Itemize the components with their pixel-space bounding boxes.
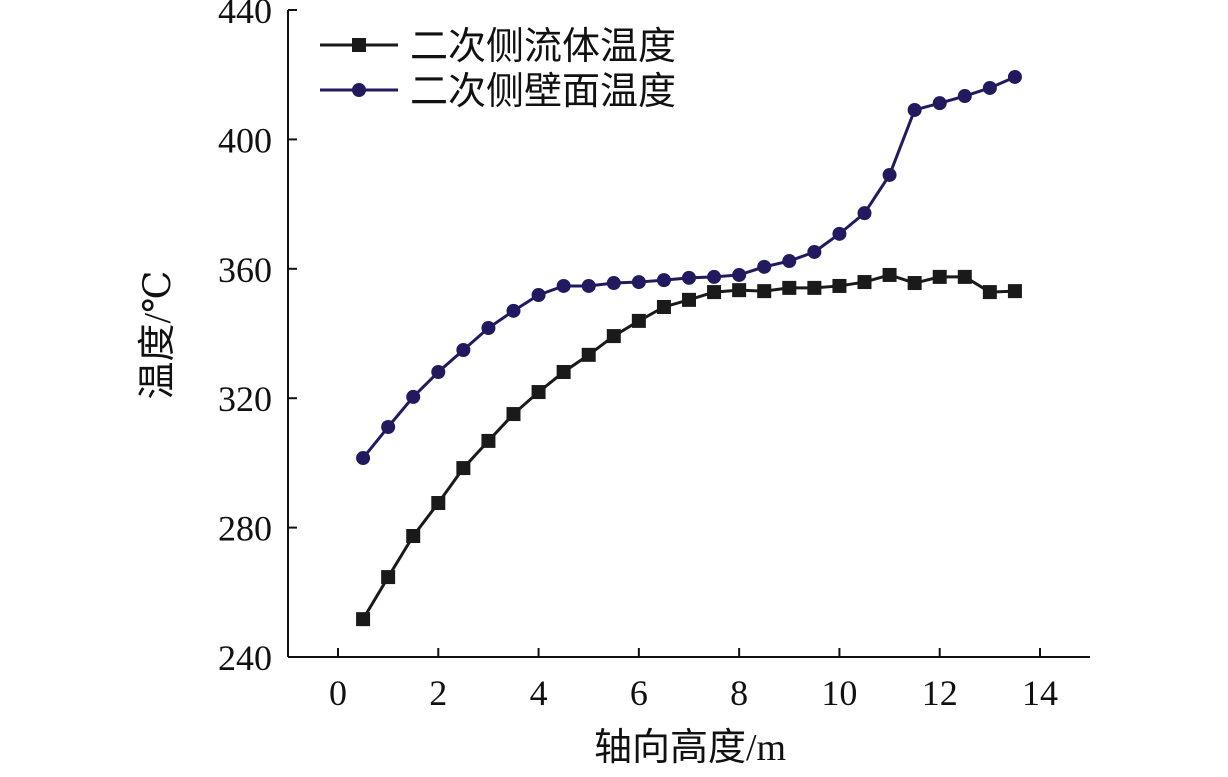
- y-tick-label: 240: [218, 638, 272, 678]
- data-point: [732, 283, 747, 298]
- legend-item: 二次侧流体温度: [320, 26, 676, 68]
- x-tick-label: 12: [922, 673, 958, 713]
- data-point: [1007, 69, 1022, 84]
- data-point: [707, 269, 722, 284]
- data-point: [456, 342, 471, 357]
- series-line: [361, 75, 1016, 459]
- data-point: [682, 292, 696, 307]
- data-point: [857, 206, 872, 221]
- data-point: [782, 280, 797, 295]
- data-point: [656, 299, 671, 314]
- data-point: [481, 433, 496, 448]
- legend-item: 二次侧壁面温度: [320, 71, 676, 113]
- data-point: [982, 285, 997, 300]
- data-point: [631, 275, 646, 290]
- data-point: [807, 244, 822, 259]
- data-point: [882, 267, 897, 282]
- data-point: [832, 278, 847, 293]
- data-point: [381, 570, 396, 585]
- data-point: [757, 284, 772, 299]
- x-tick-label: 8: [730, 673, 748, 713]
- data-point: [932, 96, 947, 111]
- data-point: [581, 347, 596, 362]
- y-tick-label: 440: [218, 0, 272, 31]
- data-point: [431, 364, 446, 379]
- series-line: [361, 273, 1015, 620]
- legend-label: 二次侧壁面温度: [410, 71, 676, 113]
- data-point: [531, 385, 546, 400]
- data-point: [556, 364, 571, 379]
- data-point: [481, 321, 496, 336]
- data-point: [782, 254, 797, 269]
- data-point: [907, 276, 922, 291]
- data-point: [581, 278, 596, 293]
- series-1: [356, 267, 1022, 627]
- x-tick-label: 6: [630, 673, 648, 713]
- data-point: [431, 496, 446, 511]
- legend-label: 二次侧流体温度: [410, 26, 676, 68]
- data-point: [807, 280, 822, 295]
- data-point: [506, 303, 521, 318]
- data-point: [406, 389, 421, 404]
- x-tick-label: 10: [821, 673, 857, 713]
- data-point: [957, 269, 972, 284]
- data-point: [957, 89, 972, 104]
- data-point: [506, 407, 521, 422]
- data-point: [631, 313, 646, 328]
- data-point: [606, 276, 621, 291]
- x-tick-label: 14: [1022, 673, 1058, 713]
- data-point: [456, 461, 471, 476]
- data-point: [907, 102, 922, 117]
- y-tick-label: 320: [218, 379, 272, 419]
- data-point: [606, 329, 621, 344]
- data-point: [932, 269, 947, 284]
- data-point: [682, 270, 696, 285]
- data-point: [381, 419, 396, 434]
- y-tick-label: 400: [218, 120, 272, 160]
- y-axis-label: 温度/℃: [137, 270, 179, 399]
- data-point: [352, 83, 366, 97]
- y-tick-label: 280: [218, 509, 272, 549]
- x-tick-label: 4: [530, 673, 548, 713]
- series-2: [356, 69, 1022, 466]
- data-point: [757, 259, 772, 274]
- axes: 240 280 320 360 400 440 0 2 4 6 8 10 12 14: [218, 0, 1090, 713]
- data-point: [556, 278, 571, 293]
- x-tick-label: 0: [329, 673, 347, 713]
- x-axis-label: 轴向高度/m: [594, 727, 786, 769]
- data-point: [1007, 284, 1022, 299]
- data-point: [882, 167, 897, 182]
- data-point: [656, 273, 671, 288]
- data-point: [356, 612, 371, 627]
- x-tick-label: 2: [429, 673, 447, 713]
- y-tick-label: 360: [218, 250, 272, 290]
- series-group: [356, 69, 1022, 627]
- data-point: [352, 38, 366, 52]
- data-point: [356, 451, 371, 466]
- data-point: [531, 288, 546, 303]
- data-point: [982, 80, 997, 95]
- data-point: [732, 267, 747, 282]
- data-point: [406, 529, 421, 544]
- data-point: [857, 275, 872, 290]
- data-point: [707, 285, 722, 300]
- data-point: [832, 226, 847, 241]
